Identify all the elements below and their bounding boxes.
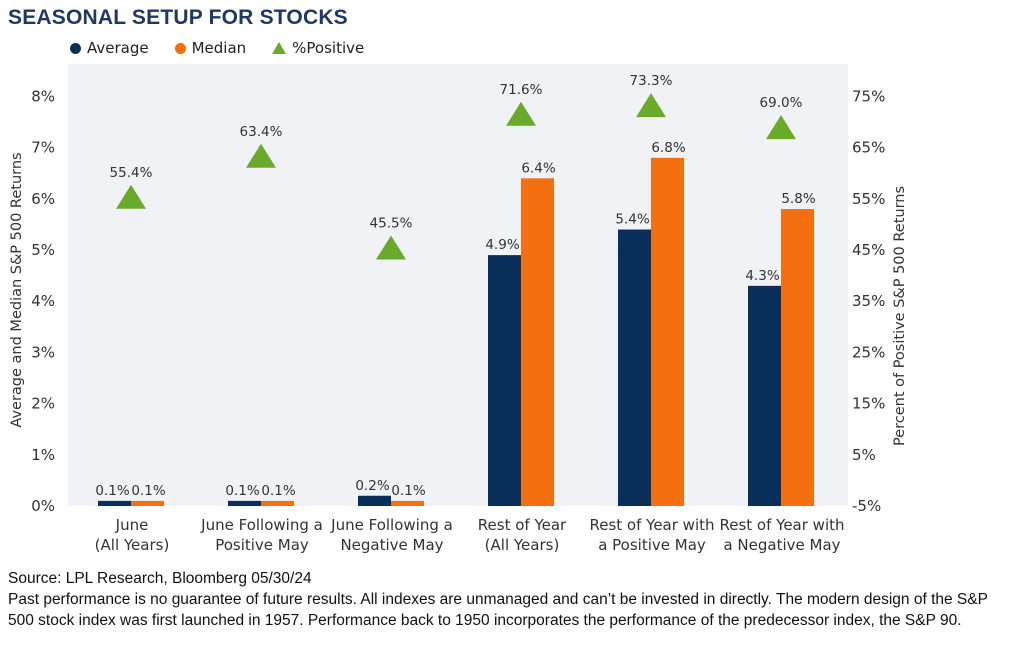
legend-swatch-positive bbox=[272, 42, 287, 54]
legend-item-positive: %Positive bbox=[272, 39, 364, 57]
bar-average bbox=[98, 500, 131, 506]
legend: Average Median %Positive bbox=[70, 38, 364, 58]
x-tick-label: a Positive May bbox=[598, 536, 706, 554]
chart-title: SEASONAL SETUP FOR STOCKS bbox=[8, 6, 348, 29]
y-tick-label-left: 5% bbox=[31, 241, 55, 259]
y-tick-label-right: 45% bbox=[852, 241, 885, 259]
data-label-positive: 73.3% bbox=[630, 73, 673, 89]
x-tick-label: (All Years) bbox=[485, 536, 560, 554]
marker-positive bbox=[376, 235, 406, 260]
y-tick-label-right: 25% bbox=[852, 343, 885, 361]
data-label-positive: 55.4% bbox=[110, 165, 153, 181]
x-tick-label: (All Years) bbox=[95, 536, 170, 554]
y-tick-label-right: 15% bbox=[852, 395, 885, 413]
bar-average bbox=[488, 255, 521, 506]
legend-item-median: Median bbox=[174, 39, 247, 57]
data-label-median: 6.8% bbox=[651, 140, 685, 156]
y-tick-label-right: 5% bbox=[852, 446, 876, 464]
chart-svg: 0% 1% 2% 3% 4% 5% 6% 7% 8% -5% 5% 15% 25% 35% 45% 55% 65… bbox=[9, 64, 908, 554]
data-label-median: 0.1% bbox=[131, 483, 165, 499]
y-tick-label-left: 7% bbox=[31, 139, 55, 157]
y-axis-title-right: Percent of Positive S&P 500 Returns bbox=[892, 186, 908, 446]
marker-positive bbox=[506, 101, 536, 126]
data-label-average: 0.1% bbox=[225, 483, 259, 499]
bar-median bbox=[261, 500, 294, 506]
x-tick-label: a Negative May bbox=[723, 536, 840, 554]
data-label-average: 4.3% bbox=[745, 268, 779, 284]
x-tick-label: June Following a bbox=[200, 516, 323, 534]
bar-average bbox=[748, 285, 781, 506]
bar-median bbox=[391, 500, 424, 506]
legend-swatch-average bbox=[70, 42, 81, 54]
y-tick-label-left: 0% bbox=[31, 497, 55, 515]
bar-average bbox=[358, 495, 391, 506]
x-tick-label: Rest of Year bbox=[478, 516, 567, 534]
y-tick-label-right: 35% bbox=[852, 292, 885, 310]
plot-area bbox=[68, 64, 848, 506]
data-label-positive: 71.6% bbox=[500, 82, 543, 98]
y-axis-title-left: Average and Median S&P 500 Returns bbox=[9, 152, 25, 427]
footer: Source: LPL Research, Bloomberg 05/30/24… bbox=[8, 568, 1013, 631]
marker-positive bbox=[636, 93, 666, 118]
y-tick-label-left: 2% bbox=[31, 395, 55, 413]
x-tick-label: Rest of Year with bbox=[589, 516, 714, 534]
y-tick-label-left: 8% bbox=[31, 87, 55, 105]
x-tick-label: June bbox=[115, 516, 149, 534]
data-label-average: 5.4% bbox=[615, 212, 649, 228]
legend-label-positive: %Positive bbox=[292, 39, 365, 57]
bar-median bbox=[781, 209, 814, 507]
x-tick-label: Negative May bbox=[340, 536, 443, 554]
data-label-positive: 69.0% bbox=[760, 95, 803, 111]
data-label-average: 0.1% bbox=[95, 483, 129, 499]
marker-positive bbox=[246, 143, 276, 168]
bar-average bbox=[228, 500, 261, 506]
y-tick-label-left: 4% bbox=[31, 292, 55, 310]
y-tick-label-right: -5% bbox=[852, 497, 881, 515]
bar-average bbox=[618, 229, 651, 506]
marker-positive bbox=[766, 115, 796, 140]
bar-median bbox=[131, 500, 164, 506]
x-tick-label: June Following a bbox=[330, 516, 453, 534]
legend-item-average: Average bbox=[70, 39, 149, 57]
y-tick-label-right: 75% bbox=[852, 87, 885, 105]
bar-median bbox=[521, 178, 554, 506]
y-tick-label-right: 55% bbox=[852, 190, 885, 208]
legend-swatch-median bbox=[174, 42, 186, 54]
legend-label-median: Median bbox=[191, 39, 247, 57]
data-label-median: 0.1% bbox=[261, 483, 295, 499]
data-label-median: 0.1% bbox=[391, 483, 425, 499]
source-note: Source: LPL Research, Bloomberg 05/30/24 bbox=[8, 570, 312, 587]
data-label-average: 0.2% bbox=[355, 478, 389, 494]
y-tick-label-left: 3% bbox=[31, 343, 55, 361]
data-label-average: 4.9% bbox=[485, 237, 519, 253]
bar-median bbox=[651, 157, 684, 506]
disclaimer: Past performance is no guarantee of futu… bbox=[8, 591, 988, 629]
x-tick-label: Rest of Year with bbox=[719, 516, 844, 534]
data-label-positive: 63.4% bbox=[240, 124, 283, 140]
data-label-median: 6.4% bbox=[521, 160, 555, 176]
x-tick-label: Positive May bbox=[215, 536, 309, 554]
data-label-positive: 45.5% bbox=[370, 215, 413, 231]
y-tick-label-right: 65% bbox=[852, 139, 885, 157]
y-tick-label-left: 6% bbox=[31, 190, 55, 208]
marker-positive bbox=[116, 184, 146, 209]
legend-label-average: Average bbox=[87, 39, 149, 57]
data-label-median: 5.8% bbox=[781, 191, 815, 207]
y-tick-label-left: 1% bbox=[31, 446, 55, 464]
